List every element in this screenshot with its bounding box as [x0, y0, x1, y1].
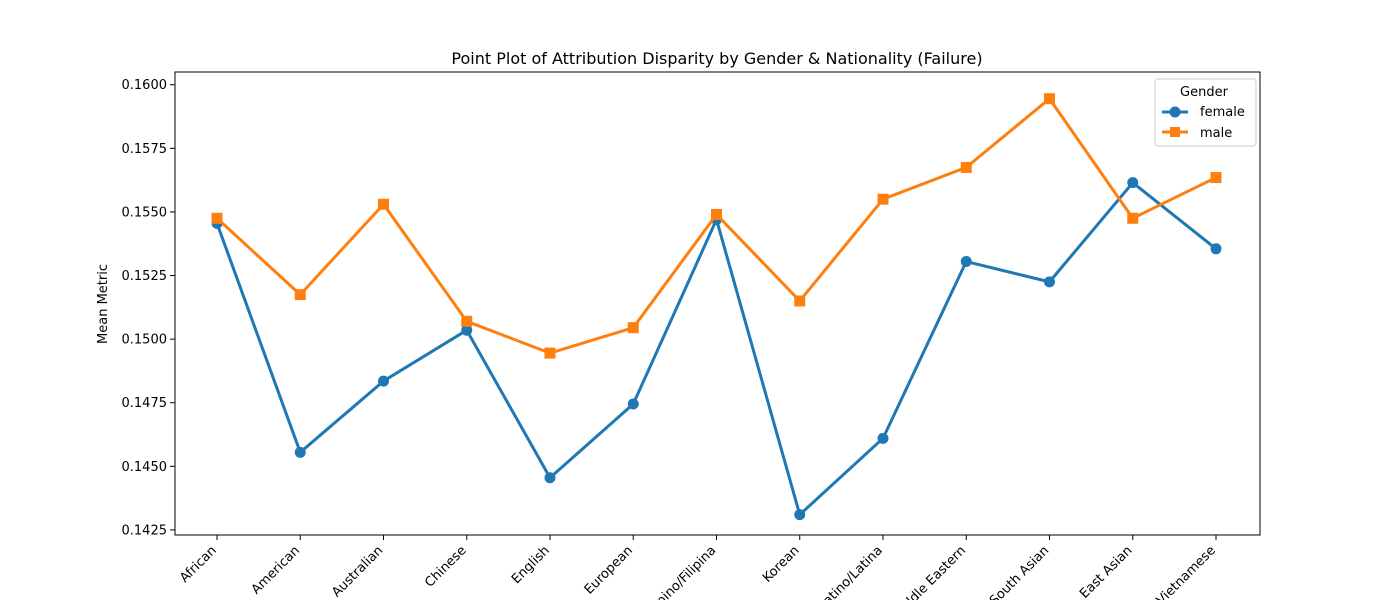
x-tick-label: Middle Eastern — [890, 543, 969, 600]
series-line-female — [215, 181, 1217, 517]
point-male — [544, 347, 556, 359]
x-tick-label: South Asian — [987, 543, 1052, 600]
plot-area: 0.1425 0.1450 0.1475 0.1500 0.1525 0.1550 0.15… — [122, 71, 1261, 600]
point-male — [877, 193, 889, 205]
x-tick-label: European — [582, 543, 636, 597]
point-female — [877, 432, 889, 444]
y-tick-label: 0.1525 — [122, 269, 168, 284]
point-male — [378, 198, 389, 210]
point-male — [794, 295, 806, 307]
legend-label-male: male — [1200, 126, 1232, 141]
point-male — [1044, 93, 1055, 105]
y-tick-label: 0.1550 — [122, 205, 168, 220]
series-line-male — [215, 97, 1217, 355]
legend-label-female: female — [1200, 105, 1245, 120]
point-female — [960, 256, 972, 268]
legend-title: Gender — [1180, 85, 1229, 100]
point-male — [960, 161, 972, 173]
point-female — [1210, 243, 1222, 255]
y-tick-label: 0.1500 — [122, 333, 168, 348]
point-female — [794, 509, 806, 521]
point-female — [544, 472, 556, 484]
y-tick-label: 0.1425 — [122, 523, 168, 538]
point-female — [1044, 276, 1055, 288]
legend-box — [1154, 78, 1257, 147]
y-tick-label: 0.1600 — [122, 78, 168, 93]
x-tick-label: Australian — [329, 543, 386, 600]
x-tick-label: Latino/Latina — [815, 543, 885, 600]
x-tick-label: Korean — [760, 543, 802, 585]
x-tick-label: Chinese — [422, 543, 469, 590]
point-male — [711, 208, 722, 220]
x-tick-label: English — [509, 543, 553, 587]
x-tick-label: Vietnamese — [1154, 543, 1219, 600]
point-female — [461, 324, 473, 336]
point-male — [211, 212, 223, 224]
x-tick-label: African — [177, 543, 220, 586]
legend-marker-male — [1170, 127, 1180, 137]
point-female — [294, 446, 306, 458]
point-male — [627, 322, 639, 334]
y-tick-label: 0.1575 — [122, 142, 168, 157]
point-male — [461, 315, 473, 327]
y-axis-label: Mean Metric — [96, 264, 111, 344]
point-male — [1127, 212, 1139, 224]
y-tick-label: 0.1475 — [122, 396, 168, 411]
legend: Gender female male — [1154, 78, 1257, 147]
point-female — [378, 375, 389, 387]
legend-marker-female — [1169, 106, 1181, 118]
y-tick-label: 0.1450 — [122, 460, 168, 475]
point-female — [627, 398, 639, 410]
plot-frame — [174, 71, 1261, 536]
point-male — [294, 289, 306, 301]
x-tick-label: East Asian — [1077, 543, 1135, 600]
chart-title: Point Plot of Attribution Disparity by G… — [451, 49, 982, 68]
x-tick-label: Filipino/Filipina — [641, 543, 719, 600]
point-female — [1127, 177, 1139, 189]
x-tick-label: American — [249, 543, 303, 597]
point-male — [1210, 172, 1222, 184]
